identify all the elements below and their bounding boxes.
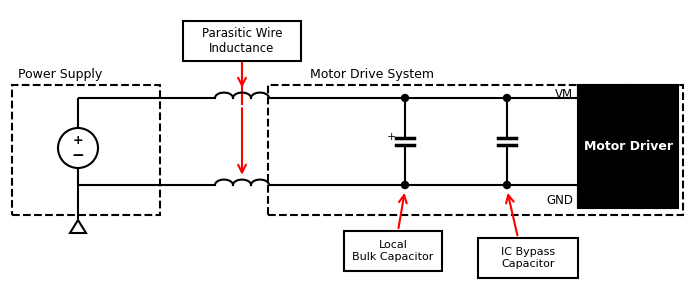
Text: +: + xyxy=(387,132,396,142)
Text: +: + xyxy=(73,134,83,146)
Text: IC Bypass
Capacitor: IC Bypass Capacitor xyxy=(501,247,555,269)
Circle shape xyxy=(401,181,408,188)
Bar xyxy=(12,85,160,215)
Text: VM: VM xyxy=(555,88,573,102)
Circle shape xyxy=(401,95,408,102)
Text: GND: GND xyxy=(546,195,573,208)
Bar xyxy=(578,85,678,208)
Text: Parasitic Wire
Inductance: Parasitic Wire Inductance xyxy=(202,27,282,55)
Text: −: − xyxy=(71,148,85,164)
Circle shape xyxy=(503,95,510,102)
Text: Motor Driver: Motor Driver xyxy=(584,141,672,154)
Text: Motor Drive System: Motor Drive System xyxy=(310,68,434,81)
Bar xyxy=(344,231,442,271)
Text: Local
Bulk Capacitor: Local Bulk Capacitor xyxy=(352,240,433,262)
Circle shape xyxy=(503,181,510,188)
Bar xyxy=(478,238,578,278)
Bar xyxy=(183,21,301,61)
Text: Power Supply: Power Supply xyxy=(18,68,102,81)
Bar xyxy=(268,85,683,215)
